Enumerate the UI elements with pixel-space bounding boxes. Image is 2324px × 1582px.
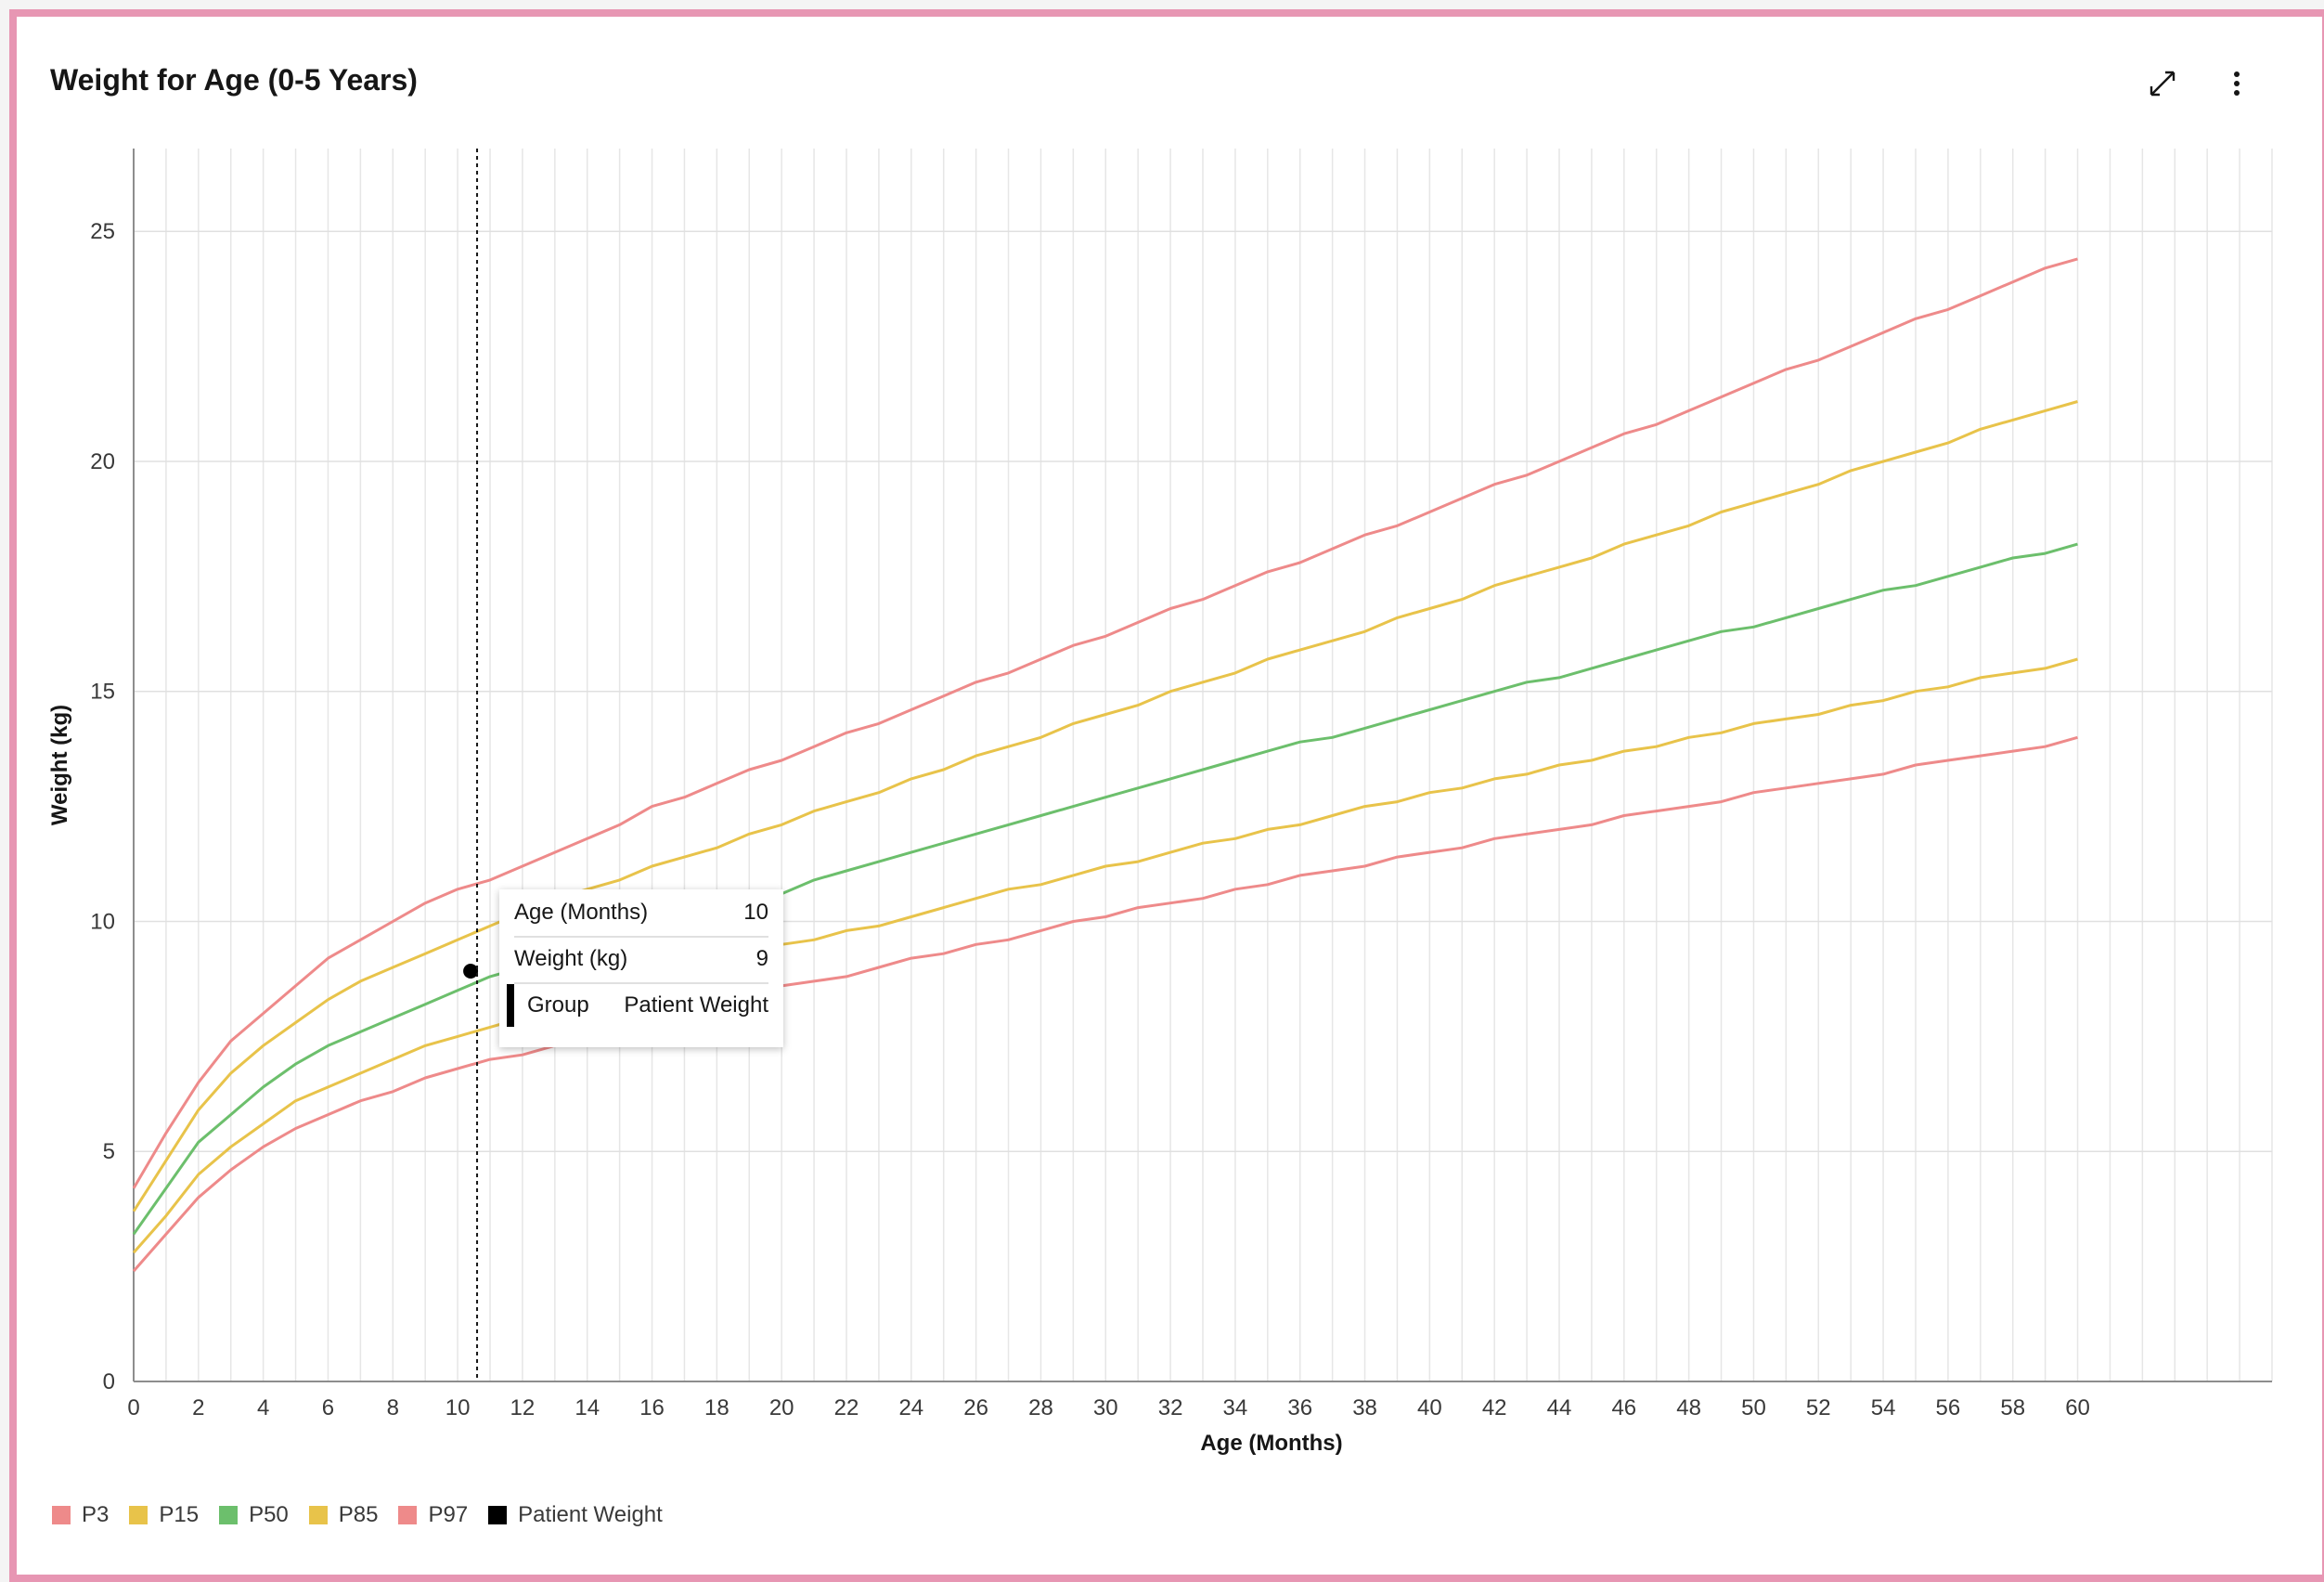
tooltip-age-value: 10 (743, 900, 768, 925)
legend-label: Patient Weight (518, 1502, 663, 1527)
x-tick-label: 8 (387, 1395, 399, 1420)
legend-swatch (488, 1506, 508, 1524)
tooltip-age-label: Age (Months) (514, 900, 649, 925)
legend-swatch (219, 1506, 239, 1524)
x-tick-label: 14 (575, 1395, 600, 1420)
x-tick-label: 48 (1676, 1395, 1701, 1420)
overflow-menu-vertical-icon (2234, 71, 2240, 96)
x-tick-label: 16 (639, 1395, 665, 1420)
x-tick-label: 4 (257, 1395, 269, 1420)
x-axis-label: Age (Months) (1200, 1431, 1342, 1456)
x-tick-label: 54 (1871, 1395, 1896, 1420)
series-line-p50 (132, 542, 2078, 1236)
x-tick-label: 20 (769, 1395, 794, 1420)
x-tick-label: 10 (445, 1395, 471, 1420)
legend: P3 P15 P50 P85 P97 Patient Weight (52, 1502, 683, 1528)
x-tick-label: 44 (1547, 1395, 1572, 1420)
series-line-p3 (132, 735, 2078, 1273)
x-tick-label: 24 (898, 1395, 923, 1420)
y-axis-label: Weight (kg) (47, 705, 72, 825)
y-tick-label: 0 (103, 1369, 115, 1394)
legend-swatch (308, 1506, 328, 1524)
grid (133, 149, 2273, 1382)
x-tick-label: 38 (1352, 1395, 1377, 1420)
legend-item[interactable]: Patient Weight (488, 1502, 663, 1528)
axes: 0 2 4 6 8 10 12 14 16 18 20 22 24 26 28 30 32 34 36 38 40 42 4… (90, 149, 2272, 1420)
y-tick-label: 5 (103, 1139, 115, 1164)
x-tick-label: 0 (127, 1395, 139, 1420)
legend-label: P85 (338, 1502, 379, 1527)
legend-swatch (52, 1506, 71, 1524)
series-line-p97 (132, 257, 2078, 1189)
legend-item[interactable]: P15 (129, 1502, 199, 1528)
x-tick-label: 52 (1806, 1395, 1831, 1420)
tooltip-weight-value: 9 (755, 946, 768, 971)
tooltip-group-swatch (507, 984, 514, 1027)
tooltip-group-value: Patient Weight (624, 992, 768, 1018)
y-tick-label: 20 (90, 449, 115, 474)
expand-icon (2150, 71, 2176, 97)
chart-card (9, 9, 2324, 1582)
x-tick-label: 6 (322, 1395, 334, 1420)
chart-title: Weight for Age (0-5 Years) (50, 63, 418, 97)
x-tick-label: 40 (1417, 1395, 1442, 1420)
x-tick-label: 12 (510, 1395, 536, 1420)
series-layer (132, 257, 2078, 1273)
tooltip-row-weight: Weight (kg) 9 (514, 936, 768, 984)
tooltip-group-label: Group (527, 992, 589, 1018)
x-tick-label: 56 (1936, 1395, 1961, 1420)
y-tick-label: 15 (90, 680, 115, 705)
legend-item[interactable]: P97 (398, 1502, 468, 1528)
x-tick-label: 36 (1287, 1395, 1312, 1420)
legend-label: P97 (428, 1502, 469, 1527)
legend-swatch (398, 1506, 418, 1524)
tooltip-row-age: Age (Months) 10 (514, 889, 768, 938)
x-tick-label: 60 (2065, 1395, 2090, 1420)
x-tick-label: 50 (1741, 1395, 1766, 1420)
legend-label: P50 (249, 1502, 289, 1527)
tooltip: Age (Months) 10 Weight (kg) 9 Group Pati… (499, 889, 783, 1047)
expand-button[interactable] (2140, 58, 2185, 110)
x-tick-label: 22 (834, 1395, 859, 1420)
tooltip-weight-label: Weight (kg) (514, 946, 628, 971)
legend-item[interactable]: P3 (52, 1502, 109, 1528)
x-tick-label: 2 (192, 1395, 204, 1420)
x-tick-label: 26 (963, 1395, 988, 1420)
x-tick-label: 28 (1028, 1395, 1053, 1420)
legend-label: P3 (82, 1502, 110, 1527)
y-tick-label: 25 (90, 219, 115, 244)
x-tick-label: 34 (1223, 1395, 1248, 1420)
legend-swatch (129, 1506, 148, 1524)
x-tick-label: 30 (1093, 1395, 1118, 1420)
x-tick-label: 18 (704, 1395, 729, 1420)
series-line-p85 (132, 400, 2078, 1212)
legend-label: P15 (159, 1502, 200, 1527)
y-tick-label: 10 (90, 909, 115, 934)
legend-item[interactable]: P50 (219, 1502, 289, 1528)
x-tick-label: 46 (1611, 1395, 1636, 1420)
tooltip-row-group: Group Patient Weight (507, 982, 768, 1029)
x-tick-label: 42 (1482, 1395, 1507, 1420)
series-line-p15 (132, 657, 2078, 1254)
legend-item[interactable]: P85 (308, 1502, 379, 1528)
x-tick-label: 32 (1158, 1395, 1183, 1420)
x-tick-label: 58 (2000, 1395, 2025, 1420)
patient-weight-point (463, 964, 479, 979)
overflow-menu-button[interactable] (2214, 58, 2259, 110)
